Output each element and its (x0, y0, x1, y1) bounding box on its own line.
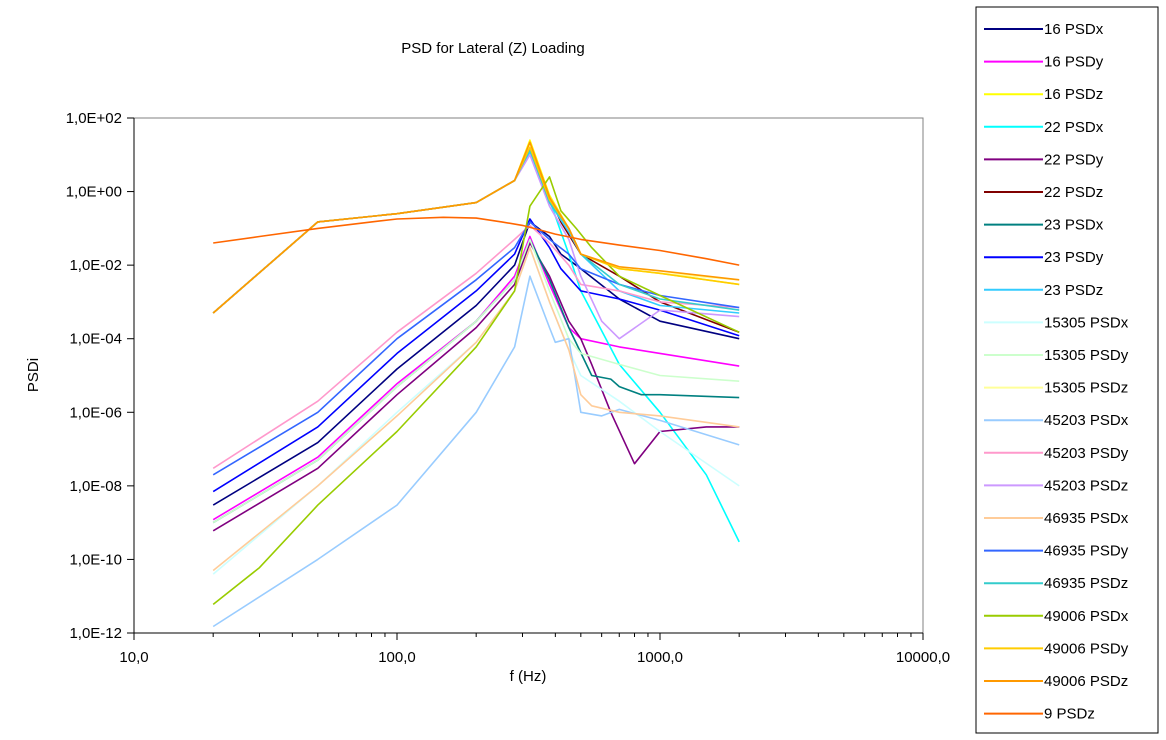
legend-label: 16 PSDz (1044, 86, 1103, 103)
legend-item: 9 PSDz (984, 706, 1095, 723)
y-tick-label: 1,0E-10 (69, 551, 122, 568)
legend-label: 16 PSDx (1044, 21, 1104, 38)
legend-label: 22 PSDx (1044, 119, 1104, 136)
x-axis-title: f (Hz) (510, 668, 547, 685)
series-line-45203-psdx (212, 275, 740, 628)
y-tick-label: 1,0E-06 (69, 404, 122, 421)
legend-label: 15305 PSDx (1044, 314, 1129, 331)
legend-item: 46935 PSDy (984, 543, 1129, 560)
y-axis-ticks (127, 117, 134, 634)
series-line-46935-psdx (212, 246, 740, 572)
legend-label: 49006 PSDx (1044, 608, 1129, 625)
legend-item: 46935 PSDz (984, 575, 1128, 592)
legend-label: 15305 PSDy (1044, 347, 1129, 364)
y-tick-label: 1,0E-12 (69, 625, 122, 642)
legend-label: 49006 PSDz (1044, 673, 1128, 690)
legend-item: 46935 PSDx (984, 510, 1129, 527)
legend-label: 45203 PSDy (1044, 445, 1129, 462)
y-tick-label: 1,0E-02 (69, 257, 122, 274)
legend-item: 22 PSDx (984, 119, 1104, 136)
x-tick-label: 1000,0 (637, 649, 683, 666)
x-axis-tick-labels: 10,0 100,0 1000,0 10000,0 (119, 649, 950, 666)
legend-label: 22 PSDz (1044, 184, 1103, 201)
y-tick-label: 1,0E-04 (69, 331, 122, 348)
legend-item: 15305 PSDy (984, 347, 1129, 364)
series-lines (212, 139, 740, 628)
legend-item: 15305 PSDz (984, 380, 1128, 397)
legend-label: 46935 PSDy (1044, 543, 1129, 560)
legend-label: 23 PSDx (1044, 217, 1104, 234)
legend-item: 49006 PSDz (984, 673, 1128, 690)
legend-item: 22 PSDy (984, 151, 1104, 168)
legend-label: 49006 PSDy (1044, 640, 1129, 657)
y-tick-label: 1,0E+00 (66, 184, 122, 201)
legend: 16 PSDx 16 PSDy 16 PSDz 22 PSDx 22 PSDy 22 PS… (984, 21, 1129, 723)
chart-title: PSD for Lateral (Z) Loading (401, 40, 584, 57)
series-line-9-psdz (213, 216, 740, 266)
legend-item: 16 PSDy (984, 54, 1104, 71)
legend-item: 45203 PSDz (984, 477, 1128, 494)
legend-label: 9 PSDz (1044, 706, 1095, 723)
series-line-45203-psdy (212, 224, 740, 469)
legend-item: 45203 PSDy (984, 445, 1129, 462)
x-tick-label: 10000,0 (896, 649, 950, 666)
legend-item: 45203 PSDx (984, 412, 1129, 429)
series-line-49006-psdz (212, 141, 740, 314)
legend-item: 49006 PSDx (984, 608, 1129, 625)
legend-label: 22 PSDy (1044, 151, 1104, 168)
legend-label: 45203 PSDx (1044, 412, 1129, 429)
x-tick-label: 100,0 (378, 649, 416, 666)
y-axis-tick-labels: 1,0E+02 1,0E+00 1,0E-02 1,0E-04 1,0E-06 1,0E-… (66, 110, 122, 642)
legend-label: 45203 PSDz (1044, 477, 1128, 494)
legend-label: 46935 PSDx (1044, 510, 1129, 527)
y-axis-title: PSDi (25, 358, 42, 392)
x-axis-ticks (133, 633, 924, 640)
legend-item: 16 PSDz (984, 86, 1103, 103)
legend-item: 16 PSDx (984, 21, 1104, 38)
series-line-22-psdy (212, 242, 740, 532)
series-line-49006-psdx (212, 176, 740, 606)
x-tick-label: 10,0 (119, 649, 148, 666)
legend-box (975, 6, 1159, 734)
y-tick-label: 1,0E-08 (69, 478, 122, 495)
legend-item: 49006 PSDy (984, 640, 1129, 657)
legend-label: 15305 PSDz (1044, 380, 1128, 397)
legend-item: 22 PSDz (984, 184, 1103, 201)
legend-item: 23 PSDx (984, 217, 1104, 234)
series-line-15305-psdy (212, 238, 740, 524)
legend-item: 23 PSDz (984, 282, 1103, 299)
legend-item: 23 PSDy (984, 249, 1104, 266)
y-tick-label: 1,0E+02 (66, 110, 122, 127)
legend-label: 23 PSDz (1044, 282, 1103, 299)
legend-label: 23 PSDy (1044, 249, 1104, 266)
legend-label: 16 PSDy (1044, 54, 1104, 71)
legend-item: 15305 PSDx (984, 314, 1129, 331)
legend-label: 46935 PSDz (1044, 575, 1128, 592)
